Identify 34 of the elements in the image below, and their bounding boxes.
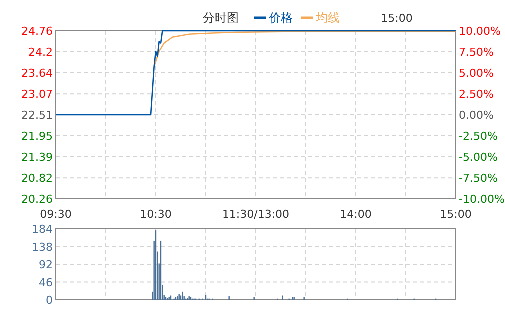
x-tick-label: 10:30 [140, 208, 172, 221]
x-tick-label: 09:30 [40, 208, 72, 221]
y2-tick-label: 0.00% [459, 109, 494, 122]
y-tick-label: 21.39 [22, 150, 53, 164]
chart-title: 分时图 [203, 11, 239, 25]
y2-tick-label: 10.00% [459, 25, 501, 38]
y-tick-label: 46 [39, 276, 53, 290]
y2-tick-label: 2.50% [459, 88, 494, 101]
y-tick-label: 24.2 [28, 46, 53, 59]
y-tick-label: 23.07 [22, 88, 53, 102]
x-tick-label: 15:00 [440, 208, 472, 221]
line-series [154, 30, 457, 68]
line-series [55, 30, 457, 116]
y-tick-label: 184 [32, 223, 53, 236]
y-tick-label: 20.82 [22, 172, 53, 186]
y-tick-label: 21.95 [22, 130, 53, 143]
y2-tick-label: 7.50% [459, 46, 494, 59]
y-tick-label: 92 [39, 258, 53, 272]
legend-label: 价格 [268, 11, 293, 25]
x-tick-label: 11:30/13:00 [222, 208, 290, 221]
y2-tick-label: -10.00% [459, 193, 505, 206]
y-tick-label: 23.64 [22, 66, 53, 80]
y-tick-label: 20.26 [22, 193, 53, 206]
y-tick-label: 22.51 [22, 109, 53, 122]
y-tick-label: 24.76 [22, 25, 53, 38]
y-tick-label: 0 [46, 294, 53, 307]
legend-label: 均线 [315, 11, 340, 25]
y2-tick-label: -2.50% [459, 130, 498, 143]
text: 15:00 [381, 12, 413, 25]
y2-tick-label: -7.50% [459, 172, 498, 185]
y2-tick-label: -5.00% [459, 151, 498, 164]
y-tick-label: 138 [32, 240, 53, 254]
y2-tick-label: 5.00% [459, 67, 494, 80]
x-tick-label: 14:00 [340, 208, 372, 221]
